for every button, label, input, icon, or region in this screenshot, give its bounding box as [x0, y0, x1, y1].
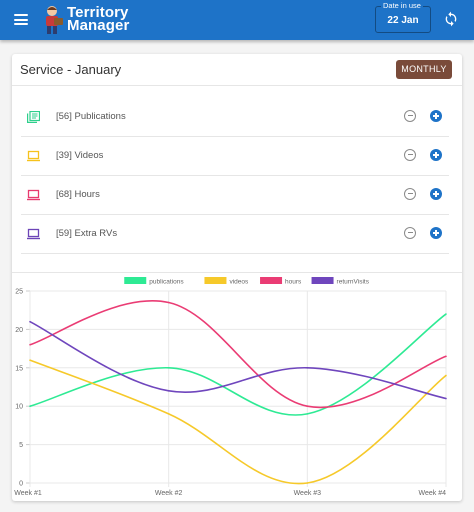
app-bar: Territory Manager Date in use 22 Jan — [0, 0, 474, 40]
increment-extra-rvs-button[interactable] — [430, 227, 442, 239]
stat-label-videos: [39] Videos — [56, 150, 104, 161]
legend-label-hours: hours — [285, 279, 302, 286]
x-tick-label: Week #2 — [155, 490, 183, 497]
monthly-button[interactable]: MONTHLY — [396, 60, 452, 79]
data-point-hours — [306, 405, 309, 407]
data-point-hours — [445, 355, 447, 358]
data-point-hours — [29, 343, 31, 346]
decrement-extra-rvs-button[interactable] — [404, 227, 416, 239]
legend-label-videos: videos — [229, 279, 249, 286]
date-in-use-value: 22 Jan — [387, 15, 419, 26]
divider — [12, 85, 462, 86]
legend-swatch-hours — [260, 277, 283, 284]
stat-row-hours: [68] Hours — [21, 176, 449, 215]
series-line-videos — [29, 359, 447, 485]
data-point-publications — [29, 405, 31, 407]
extra-rvs-icon — [27, 228, 40, 240]
app-title-line1: Territory — [67, 4, 129, 21]
sync-icon[interactable] — [443, 11, 459, 27]
increment-videos-button[interactable] — [430, 149, 442, 161]
y-tick-label: 5 — [19, 442, 23, 449]
stat-row-videos: [39] Videos — [21, 137, 449, 176]
data-point-returnVisits — [306, 367, 309, 369]
data-point-videos — [306, 482, 309, 484]
legend-swatch-returnVisits — [311, 277, 334, 284]
stat-label-extra-rvs: [59] Extra RVs — [56, 228, 118, 239]
data-point-publications — [306, 413, 309, 415]
x-tick-label: Week #3 — [294, 490, 322, 497]
app-title: Territory Manager — [67, 4, 130, 34]
increment-publications-button[interactable] — [430, 110, 442, 122]
data-point-returnVisits — [445, 397, 447, 400]
stat-row-extra-rvs: [59] Extra RVs — [21, 215, 449, 254]
stat-label-hours: [68] Hours — [56, 189, 100, 200]
series-line-returnVisits — [29, 321, 447, 400]
date-in-use-label: Date in use — [381, 1, 423, 10]
data-point-hours — [167, 301, 170, 304]
y-tick-label: 10 — [15, 404, 23, 411]
y-tick-label: 0 — [19, 481, 23, 488]
logo-icon — [46, 6, 63, 34]
legend-label-publications: publications — [149, 279, 184, 286]
series-line-hours — [29, 300, 447, 409]
service-title: Service - January — [20, 62, 122, 77]
decrement-videos-button[interactable] — [404, 149, 416, 161]
app-title-line2: Manager — [67, 17, 130, 34]
data-point-returnVisits — [29, 320, 31, 323]
videos-icon — [27, 150, 40, 162]
legend-label-returnVisits: returnVisits — [337, 279, 370, 286]
service-chart: 0 5 10 15 20 25 Week #1 Week #2 Week #3 Week #4 pu… — [12, 272, 462, 501]
stat-row-publications: [56] Publications — [21, 98, 449, 137]
data-point-videos — [445, 374, 447, 377]
line-chart: 0 5 10 15 20 25 Week #1 Week #2 Week #3 Week #4 pu… — [14, 277, 447, 497]
increment-hours-button[interactable] — [430, 188, 442, 200]
menu-icon[interactable] — [14, 14, 28, 25]
decrement-publications-button[interactable] — [404, 110, 416, 122]
x-tick-label: Week #4 — [419, 490, 447, 497]
decrement-hours-button[interactable] — [404, 188, 416, 200]
data-point-returnVisits — [167, 390, 170, 392]
y-tick-label: 25 — [15, 289, 23, 296]
data-point-publications — [167, 367, 170, 369]
data-point-videos — [167, 413, 170, 415]
x-tick-label: Week #1 — [14, 490, 42, 497]
data-point-publications — [445, 313, 447, 315]
data-point-videos — [29, 359, 31, 361]
service-card: Service - January MONTHLY [56] Publicati… — [12, 54, 462, 501]
hours-icon — [27, 189, 40, 201]
publications-icon — [27, 111, 40, 123]
legend-swatch-publications — [124, 277, 147, 284]
date-in-use-field[interactable]: Date in use 22 Jan — [375, 1, 431, 33]
y-tick-label: 20 — [15, 327, 23, 334]
y-tick-label: 15 — [15, 365, 23, 372]
stat-label-publications: [56] Publications — [56, 111, 126, 122]
legend-swatch-videos — [204, 277, 227, 284]
